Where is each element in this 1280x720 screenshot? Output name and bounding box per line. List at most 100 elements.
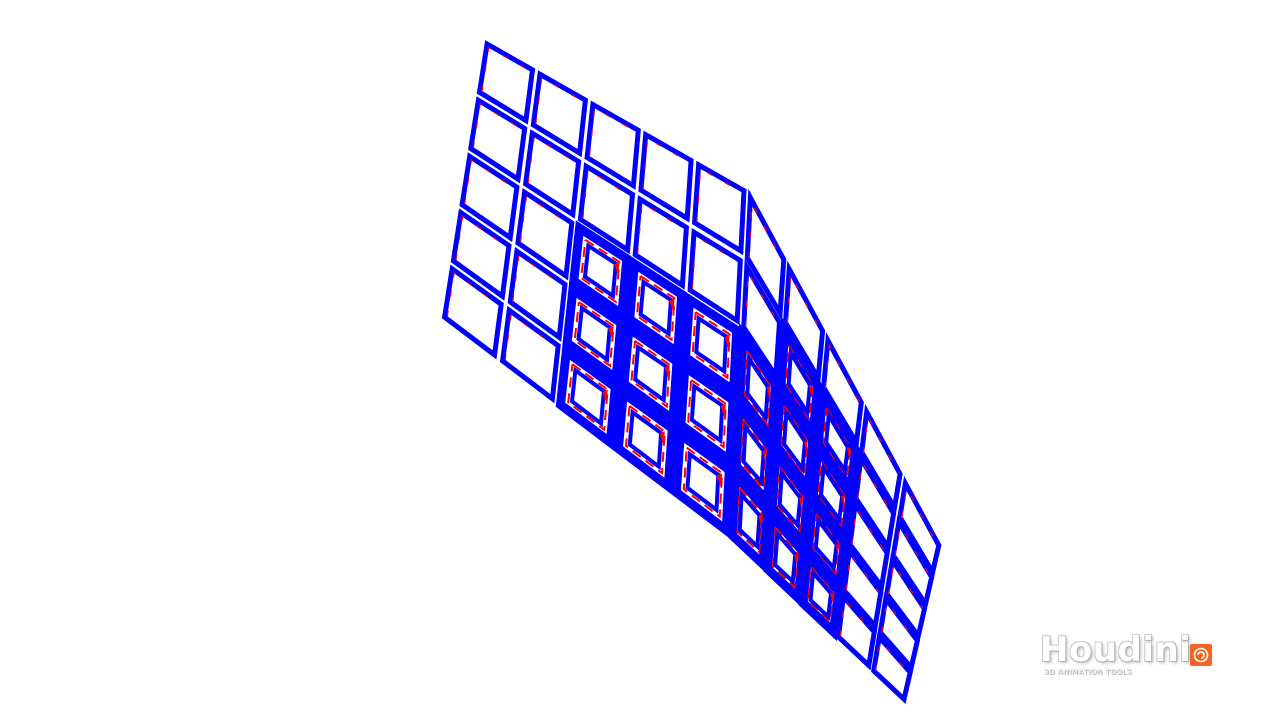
mesh-cell-frame <box>499 305 561 404</box>
attribute-streak <box>743 350 772 428</box>
attribute-streak <box>807 566 835 624</box>
attribute-wedge <box>614 262 620 276</box>
mesh-cell-frame <box>776 316 823 447</box>
mesh-cell-frame <box>728 464 772 574</box>
attribute-streak <box>822 407 852 480</box>
mesh-cell-inner-frame <box>818 461 845 525</box>
attribute-wedge <box>808 384 813 398</box>
mesh-cell <box>897 475 942 579</box>
attribute-streak <box>682 446 724 519</box>
mesh-cell-frame <box>619 320 682 428</box>
houdini-swirl-icon <box>1190 644 1212 666</box>
attribute-streak <box>776 466 804 534</box>
mesh-cell <box>624 256 687 361</box>
mesh-cell-frame <box>530 70 589 158</box>
attribute-wedge <box>724 334 730 350</box>
attribute-streak <box>691 311 731 380</box>
mesh-cell <box>577 162 636 255</box>
houdini-watermark: Houdini 3D ANIMATION TOOLS <box>1040 632 1220 680</box>
mesh-cell-frame <box>624 256 687 361</box>
mesh-cell <box>638 130 694 223</box>
mesh-cell-inner-frame <box>689 382 725 445</box>
attribute-wedge <box>664 364 670 380</box>
mesh-cell-frame <box>763 504 808 608</box>
mesh-cell <box>728 464 772 574</box>
mesh-cell <box>890 514 935 611</box>
attribute-streak <box>642 137 690 189</box>
mesh-cell <box>632 195 689 290</box>
attribute-streak <box>824 343 861 402</box>
attribute-wedge <box>669 298 675 313</box>
mesh-cell <box>515 188 575 281</box>
mesh-cell <box>671 426 734 539</box>
mesh-cell <box>847 497 890 593</box>
attribute-streak <box>504 313 557 361</box>
mesh-cell <box>459 152 520 243</box>
mesh-cell <box>450 208 512 301</box>
mesh-cell <box>871 631 913 705</box>
mesh-cell-frame <box>798 545 844 642</box>
mesh-cell <box>522 129 582 219</box>
mesh-cell-inner-frame <box>694 314 729 375</box>
mesh-cell-frame <box>890 514 935 611</box>
watermark-tagline: 3D ANIMATION TOOLS <box>1044 668 1133 676</box>
mesh-cell-frame <box>507 246 568 342</box>
mesh-cell <box>687 228 743 326</box>
mesh-cell <box>507 246 568 342</box>
mesh-cell-frame <box>877 592 921 673</box>
mesh-cell <box>731 393 776 513</box>
attribute-streak <box>637 202 685 254</box>
mesh-cell-frame <box>897 475 942 579</box>
attribute-wedge <box>720 403 726 419</box>
mesh-cell-frame <box>731 393 776 513</box>
mesh-cell-inner-frame <box>813 514 839 573</box>
mesh-cell-frame <box>884 553 928 642</box>
mesh-cell <box>776 316 823 447</box>
attribute-streak <box>472 102 523 148</box>
mesh-cell <box>859 403 903 515</box>
mesh-cell-frame <box>735 322 780 452</box>
mesh-cell-frame <box>841 544 884 632</box>
mesh-cell <box>569 220 632 323</box>
attribute-streak <box>455 215 507 261</box>
mesh-cell-frame <box>808 435 855 549</box>
attribute-wedge <box>659 431 665 447</box>
mesh-cell <box>884 553 928 642</box>
attribute-streak <box>786 272 822 331</box>
mesh-cell-inner-frame <box>741 421 766 488</box>
attribute-streak <box>736 487 763 555</box>
mesh-cell-frame <box>835 590 877 671</box>
attribute-wedge <box>608 325 614 340</box>
mesh-cell-frame <box>676 358 738 469</box>
attribute-wedge <box>766 386 771 400</box>
mesh-cell-frame <box>476 40 536 125</box>
mesh-cell-inner-frame <box>777 468 803 530</box>
mesh-cell-frame <box>613 384 677 495</box>
mesh-cell-inner-frame <box>786 346 812 419</box>
mesh-cell <box>735 322 780 452</box>
attribute-streak <box>839 598 874 637</box>
mesh-cell-inner-frame <box>808 567 834 621</box>
mesh-cell <box>808 435 855 549</box>
attribute-streak <box>691 235 739 289</box>
mesh-cell <box>782 260 826 386</box>
attribute-streak <box>630 340 671 409</box>
mesh-cell <box>676 358 738 469</box>
attribute-streak <box>696 167 742 222</box>
attribute-streak <box>812 513 841 576</box>
mesh-cell <box>584 100 641 190</box>
mesh-cell <box>772 378 818 500</box>
attribute-wedge <box>794 553 798 565</box>
mesh-cell <box>441 264 504 360</box>
attribute-streak <box>573 301 615 368</box>
mesh-cell-frame <box>813 380 861 503</box>
mesh-cell-frame <box>671 426 734 539</box>
attribute-streak <box>687 379 727 449</box>
mesh-cell-frame <box>847 497 890 593</box>
attribute-streak <box>740 419 768 492</box>
mesh-cell-frame <box>515 188 575 281</box>
mesh-cell <box>744 188 787 322</box>
attribute-streak <box>817 460 846 528</box>
attribute-streak <box>512 254 563 302</box>
